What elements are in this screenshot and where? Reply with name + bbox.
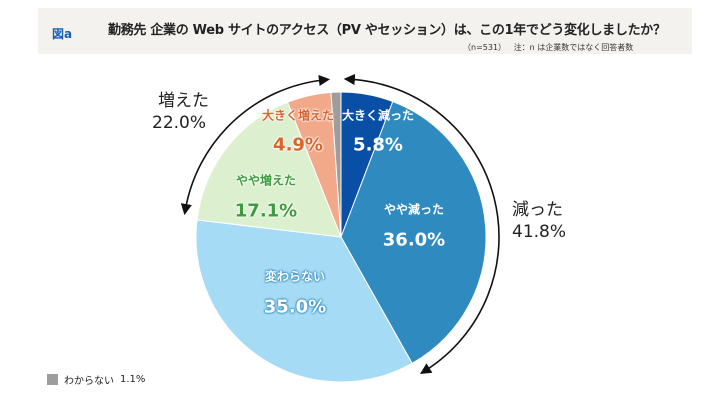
pie-slice-5 [330, 91, 342, 238]
slice-label-large-increase: 大きく増えた [261, 108, 335, 123]
group-increase-label: 増えた [158, 91, 209, 111]
legend-value: 1.1% [120, 374, 146, 385]
legend-swatch [47, 374, 58, 385]
decrease-group-arrow [343, 73, 500, 374]
increase-group-arrow [180, 74, 331, 216]
slice-value-no-change: 35.0% [263, 296, 327, 318]
group-decrease-label: 減った [512, 200, 563, 220]
slice-label-slight-increase: やや増えた [235, 173, 297, 188]
group-decrease: 減った 41.8% [512, 199, 566, 243]
slice-value-slight-increase: 17.1% [234, 200, 298, 222]
slice-label-large-decrease: 大きく減った [341, 108, 415, 123]
chart-title: 勤務先 企業の Web サイトのアクセス（PV やセッション）は、この1年でどう… [108, 23, 666, 38]
slice-label-no-change: 変わらない [264, 269, 326, 284]
group-increase-value: 22.0% [152, 113, 207, 133]
note-text: 注：n は企業数ではなく回答者数 [513, 43, 634, 52]
slice-value-large-decrease: 5.8% [353, 134, 403, 156]
slice-label-slight-decrease: やや減った [383, 202, 445, 217]
slice-value-large-increase: 4.9% [273, 134, 323, 156]
group-decrease-value: 41.8% [512, 222, 567, 242]
chart-note: （n=531） 注：n は企業数ではなく回答者数 [463, 42, 633, 53]
group-increase: 増えた 22.0% [152, 90, 209, 134]
title-bar: 図a 勤務先 企業の Web サイトのアクセス（PV やセッション）は、この1年… [38, 8, 692, 54]
slice-value-slight-decrease: 36.0% [382, 229, 446, 251]
figure-label: 図a [52, 27, 73, 41]
legend-label: わからない [64, 376, 114, 387]
sample-size: （n=531） [463, 43, 507, 52]
legend: わからない 1.1% [47, 372, 145, 387]
